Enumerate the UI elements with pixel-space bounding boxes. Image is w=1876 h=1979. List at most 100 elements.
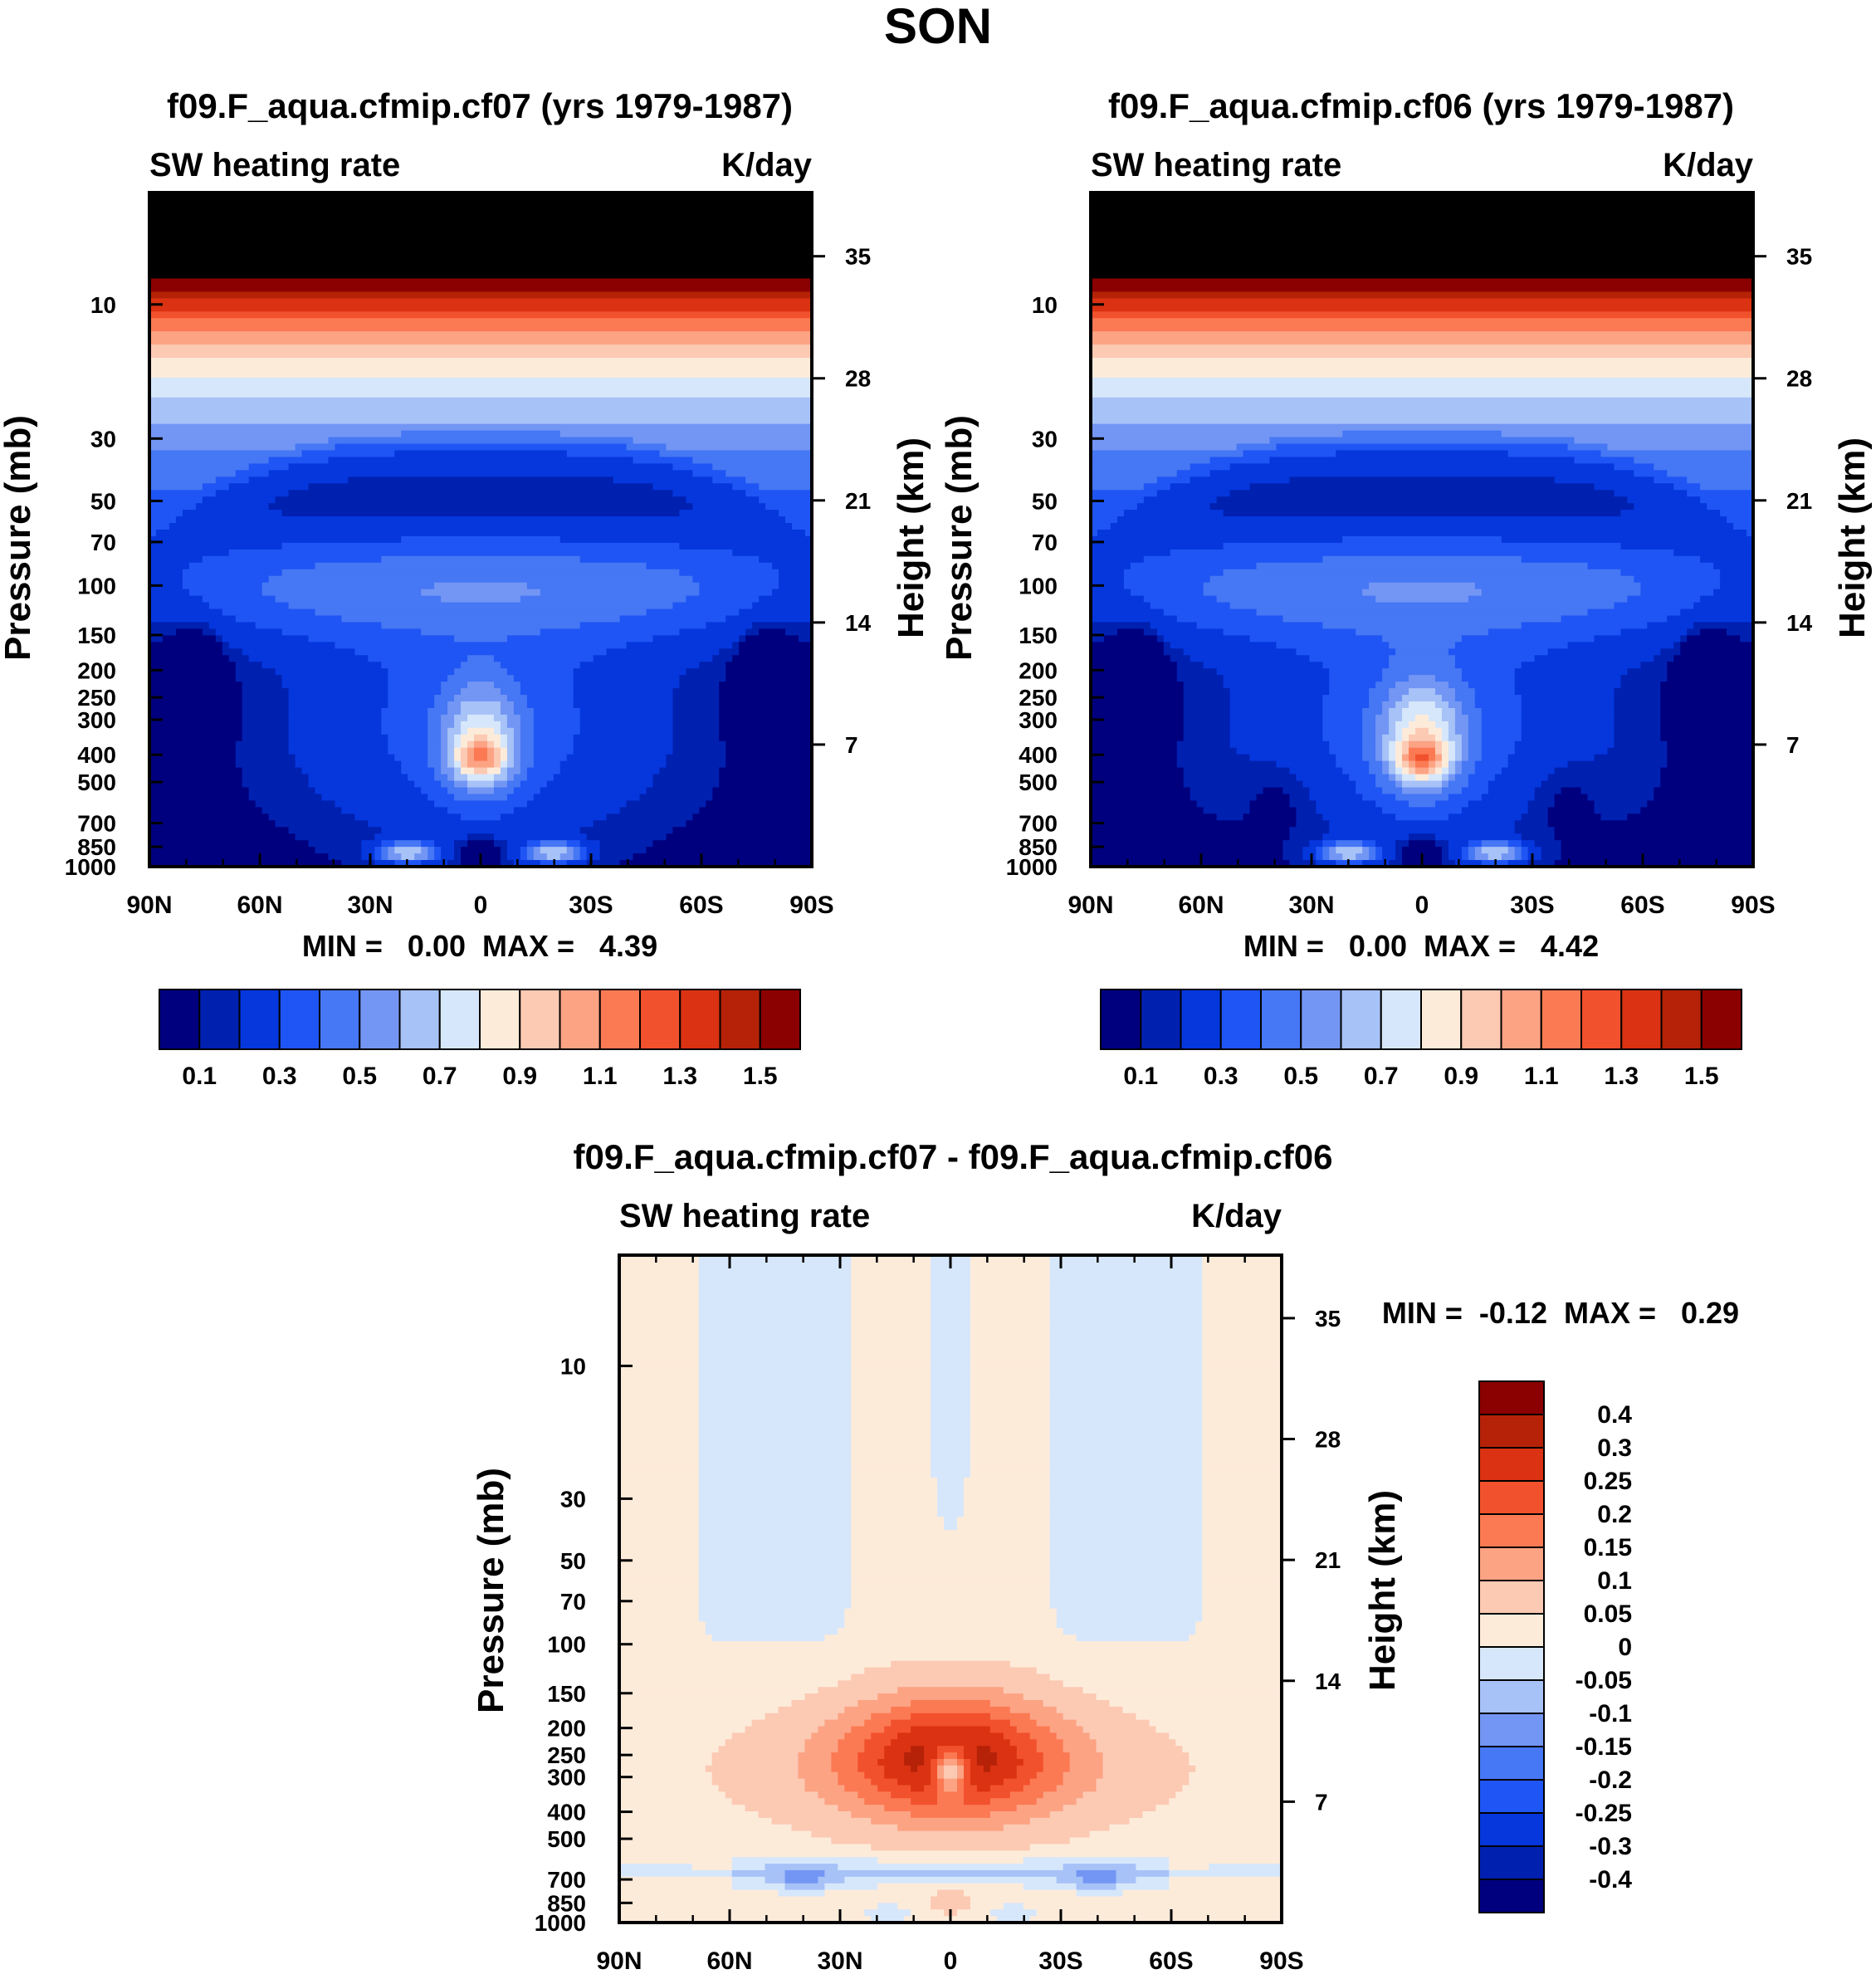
field-cell [1049, 1471, 1203, 1478]
field-cell [1183, 721, 1231, 729]
field-cell [937, 1752, 945, 1760]
field-cell [911, 1726, 991, 1734]
field-cell [944, 1758, 958, 1766]
field-cell [1049, 1419, 1203, 1426]
field-cell [719, 721, 813, 729]
field-cell [1016, 1726, 1051, 1734]
field-cell [1322, 707, 1363, 716]
field-cell [931, 1412, 971, 1420]
field-cell [963, 1497, 1051, 1505]
field-cell [1667, 747, 1754, 755]
field-cell [1091, 496, 1145, 504]
field-cell [1322, 814, 1396, 821]
field-cell [1302, 780, 1356, 789]
field-cell [1276, 443, 1569, 452]
field-cell [851, 1549, 1051, 1557]
colorbar-box [1180, 989, 1222, 1050]
field-cell [427, 721, 442, 729]
field-cell [619, 1621, 706, 1629]
field-cell [1049, 1261, 1203, 1269]
field-cell [1249, 635, 1383, 643]
field-cell [976, 1758, 998, 1766]
field-cell [686, 820, 813, 828]
field-cell [619, 1641, 1282, 1649]
field-cell [1056, 1706, 1124, 1714]
field-cell [1614, 707, 1661, 716]
field-cell [1375, 595, 1469, 603]
field-cell [698, 1478, 852, 1485]
field-cell [1747, 530, 1754, 537]
field-cell [149, 840, 310, 848]
field-cell [1091, 205, 1754, 213]
field-cell [698, 1281, 852, 1289]
field-cell [851, 1419, 931, 1426]
field-cell [447, 675, 515, 682]
field-cell [698, 1464, 852, 1472]
field-cell [149, 582, 183, 590]
field-cell [506, 774, 515, 782]
field-cell [1461, 701, 1476, 709]
field-cell [1448, 701, 1463, 709]
field-cell [1091, 535, 1343, 544]
field-cell [1395, 727, 1403, 735]
field-cell [1136, 503, 1211, 511]
field-cell [1063, 1771, 1104, 1780]
colorbar: 0.1 0.3 0.5 0.7 0.9 1.1 1.3 1.5 [159, 989, 801, 1090]
field-cell [1023, 1758, 1044, 1766]
field-cell [1402, 695, 1443, 702]
field-cell [513, 707, 535, 716]
field-cell [348, 476, 614, 484]
field-cell [698, 1340, 852, 1347]
field-cell [261, 662, 382, 669]
field-cell [441, 595, 521, 603]
field-cell [619, 1680, 838, 1688]
field-cell [956, 1523, 1051, 1531]
field-cell [672, 463, 713, 471]
field-cell [1063, 1713, 1137, 1721]
field-cell [1402, 760, 1409, 769]
field-cell [818, 1687, 898, 1694]
field-cell [619, 1916, 872, 1923]
field-cell [149, 807, 263, 814]
field-cell [1375, 853, 1383, 861]
field-cell [493, 682, 521, 689]
field-cell [149, 318, 813, 325]
field-cell [381, 840, 395, 848]
field-cell [864, 1719, 892, 1727]
height-tick-label: 14 [1315, 1669, 1341, 1694]
field-cell [698, 1288, 852, 1295]
field-cell [711, 1771, 799, 1780]
field-cell [1229, 463, 1615, 471]
field-cell [931, 1307, 971, 1315]
field-cell [1296, 648, 1396, 656]
field-cell [1395, 767, 1403, 775]
field-cell [851, 1490, 938, 1498]
field-cell [520, 595, 686, 603]
field-cell [970, 1405, 1051, 1413]
field-cell [619, 1268, 700, 1276]
field-cell [851, 1595, 1051, 1603]
field-cell [963, 1510, 1051, 1517]
field-cell [1468, 740, 1483, 749]
field-cell [1091, 245, 1754, 253]
y-tick-label: 30 [90, 426, 116, 452]
field-cell [1375, 800, 1409, 808]
field-cell [361, 853, 375, 861]
field-cell [989, 1700, 1044, 1708]
field-cell [1461, 853, 1469, 861]
field-cell [1263, 787, 1284, 795]
field-cell [619, 1444, 700, 1453]
field-cell [963, 1746, 978, 1753]
field-cell [1402, 754, 1409, 762]
field-cell [1309, 655, 1390, 662]
field-cell [573, 847, 581, 854]
field-cell [698, 1510, 852, 1517]
field-cell [963, 1791, 1011, 1799]
field-cell [593, 820, 686, 828]
field-cell [996, 1758, 1024, 1766]
field-cell [235, 615, 343, 623]
field-cell [506, 754, 515, 762]
field-cell [559, 430, 813, 438]
colorbar-box [1260, 989, 1302, 1050]
field-cell [579, 662, 700, 669]
